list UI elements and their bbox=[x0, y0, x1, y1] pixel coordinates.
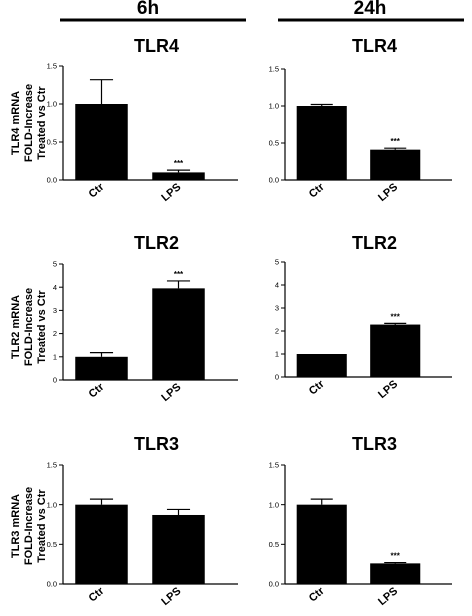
panel-title: TLR2 bbox=[134, 233, 179, 253]
y-tick-label: 5 bbox=[53, 260, 57, 269]
y-tick-label: 1.5 bbox=[47, 461, 57, 470]
bar-ctr bbox=[75, 356, 128, 380]
y-tick-label: 5 bbox=[275, 258, 279, 267]
y-tick-label: 0 bbox=[275, 373, 279, 382]
panel-tlr3-24h: TLR3 0.0 0.5 1.0 1.5 Ctr *** LPS bbox=[269, 434, 452, 608]
y-tick-label: 3 bbox=[53, 306, 57, 315]
y-tick-label: 0.0 bbox=[269, 176, 279, 185]
bar-lps bbox=[370, 324, 421, 377]
panel-title: TLR3 bbox=[134, 434, 179, 454]
panel-title: TLR2 bbox=[352, 233, 397, 253]
column-header-label: 24h bbox=[354, 0, 387, 19]
y-tick-label: 4 bbox=[275, 281, 279, 290]
category-label: LPS bbox=[159, 585, 183, 608]
ylabel-line: Treated vs Ctr bbox=[36, 290, 48, 364]
y-tick-label: 0.5 bbox=[47, 540, 57, 549]
y-tick-label: 1.0 bbox=[47, 500, 57, 509]
category-label: Ctr bbox=[307, 378, 327, 398]
y-tick-label: 2 bbox=[275, 327, 279, 336]
category-label: LPS bbox=[376, 585, 400, 608]
ylabel-line: TLR2 mRNA bbox=[10, 295, 22, 359]
bar-ctr bbox=[75, 104, 128, 180]
bar-lps bbox=[152, 514, 205, 584]
significance-label: *** bbox=[391, 552, 401, 561]
category-label: LPS bbox=[376, 378, 400, 401]
row-ylabel-tlr3: TLR3 mRNA FOLD-Increase Treated vs Ctr bbox=[10, 487, 48, 565]
panel-tlr2-24h: TLR2 0 1 2 3 4 5 Ctr *** LPS bbox=[275, 233, 452, 401]
y-tick-label: 1.0 bbox=[269, 102, 279, 111]
bar-ctr bbox=[296, 106, 347, 180]
category-label: Ctr bbox=[87, 181, 107, 201]
bar-lps bbox=[370, 149, 421, 180]
category-label: Ctr bbox=[87, 585, 107, 605]
significance-label: *** bbox=[391, 137, 401, 146]
ylabel-line: FOLD-Increase bbox=[23, 84, 35, 162]
bar-lps bbox=[370, 563, 421, 584]
y-tick-label: 1 bbox=[275, 350, 279, 359]
y-tick-label: 1.5 bbox=[269, 461, 279, 470]
ylabel-line: Treated vs Ctr bbox=[36, 489, 48, 563]
y-tick-label: 0.0 bbox=[47, 176, 57, 185]
y-tick-label: 1.0 bbox=[47, 100, 57, 109]
column-header-label: 6h bbox=[137, 0, 159, 19]
column-header-6h: 6h bbox=[60, 0, 246, 22]
panel-tlr4-24h: TLR4 0.0 0.5 1.0 1.5 Ctr *** LPS bbox=[269, 36, 452, 204]
category-label: LPS bbox=[376, 181, 400, 204]
y-tick-label: 2 bbox=[53, 329, 57, 338]
ylabel-line: TLR3 mRNA bbox=[10, 494, 22, 558]
panel-tlr2-6h: TLR2 0 1 2 3 4 5 Ctr *** LPS bbox=[53, 233, 238, 404]
panel-tlr4-6h: TLR4 0.0 0.5 1.0 1.5 Ctr *** LPS bbox=[47, 36, 238, 204]
significance-label: *** bbox=[391, 312, 401, 321]
y-tick-label: 0.5 bbox=[47, 138, 57, 147]
y-tick-label: 4 bbox=[53, 283, 57, 292]
y-tick-label: 0.0 bbox=[269, 580, 279, 589]
row-ylabel-tlr2: TLR2 mRNA FOLD-Increase Treated vs Ctr bbox=[10, 288, 48, 366]
panel-title: TLR4 bbox=[352, 36, 397, 56]
y-tick-label: 1.5 bbox=[269, 65, 279, 74]
y-tick-label: 0.0 bbox=[47, 580, 57, 589]
ylabel-line: FOLD-Increase bbox=[23, 487, 35, 565]
panel-tlr3-6h: TLR3 0.0 0.5 1.0 1.5 Ctr LPS bbox=[47, 434, 238, 608]
y-tick-label: 1 bbox=[53, 352, 57, 361]
category-label: LPS bbox=[159, 181, 183, 204]
significance-label: *** bbox=[174, 270, 184, 279]
panel-title: TLR3 bbox=[352, 434, 397, 454]
ylabel-line: Treated vs Ctr bbox=[36, 86, 48, 160]
category-label: LPS bbox=[159, 381, 183, 404]
row-ylabel-tlr4: TLR4 mRNA FOLD-Increase Treated vs Ctr bbox=[10, 84, 48, 162]
category-label: Ctr bbox=[307, 181, 327, 201]
ylabel-line: TLR4 mRNA bbox=[10, 91, 22, 155]
column-header-24h: 24h bbox=[278, 0, 464, 22]
bar-ctr bbox=[296, 354, 347, 377]
significance-label: *** bbox=[174, 159, 184, 168]
y-tick-label: 0.5 bbox=[269, 139, 279, 148]
bar-ctr bbox=[75, 504, 128, 584]
bar-lps bbox=[152, 288, 205, 380]
y-tick-label: 3 bbox=[275, 304, 279, 313]
panel-title: TLR4 bbox=[134, 36, 179, 56]
category-label: Ctr bbox=[87, 381, 107, 401]
y-tick-label: 0.5 bbox=[269, 540, 279, 549]
bar-ctr bbox=[296, 504, 347, 584]
category-label: Ctr bbox=[307, 585, 327, 605]
bar-lps bbox=[152, 172, 205, 180]
y-tick-label: 1.5 bbox=[47, 62, 57, 71]
y-tick-label: 1.0 bbox=[269, 500, 279, 509]
y-tick-label: 0 bbox=[53, 376, 57, 385]
ylabel-line: FOLD-Increase bbox=[23, 288, 35, 366]
